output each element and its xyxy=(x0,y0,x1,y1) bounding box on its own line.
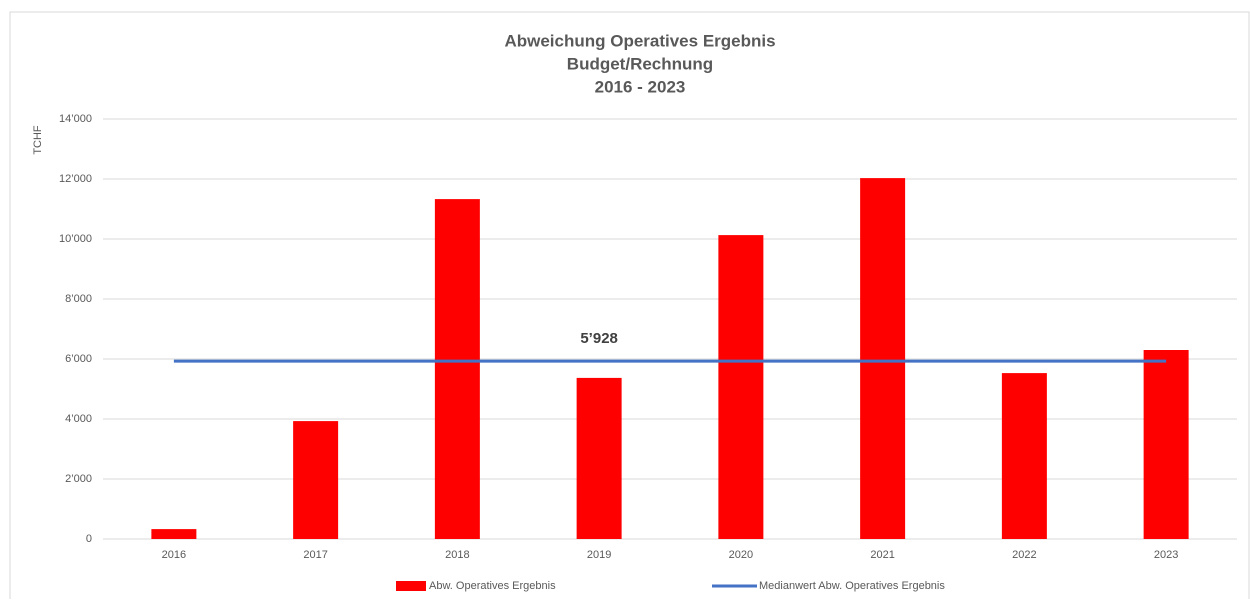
bar xyxy=(860,178,906,539)
x-tick-label: 2020 xyxy=(729,549,753,561)
x-tick-label: 2016 xyxy=(162,549,186,561)
chart-frame xyxy=(9,11,1250,604)
bar xyxy=(718,235,764,539)
x-tick-label: 2017 xyxy=(303,549,327,561)
x-tick-label: 2018 xyxy=(445,549,469,561)
bar xyxy=(293,421,339,539)
legend-label: Medianwert Abw. Operatives Ergebnis xyxy=(759,580,945,592)
legend-swatch xyxy=(396,581,426,591)
chart-title: 2016 - 2023 xyxy=(595,77,686,96)
bar xyxy=(151,529,197,539)
bar xyxy=(576,377,622,539)
bar xyxy=(1001,373,1047,539)
y-tick-label: 4’000 xyxy=(65,413,92,425)
chart-title: Abweichung Operatives Ergebnis xyxy=(504,31,775,50)
x-tick-label: 2019 xyxy=(587,549,611,561)
y-axis-label: TCHF xyxy=(32,125,44,155)
y-tick-label: 6’000 xyxy=(65,353,92,365)
x-tick-label: 2023 xyxy=(1154,549,1178,561)
bar xyxy=(434,199,480,539)
bar xyxy=(1143,350,1189,539)
data-label: 5’928 xyxy=(580,330,618,347)
y-tick-label: 12’000 xyxy=(59,173,92,185)
y-tick-label: 8’000 xyxy=(65,293,92,305)
chart-title: Budget/Rechnung xyxy=(567,54,713,73)
x-tick-label: 2021 xyxy=(870,549,894,561)
y-tick-label: 2’000 xyxy=(65,473,92,485)
y-tick-label: 14’000 xyxy=(59,113,92,125)
y-tick-label: 0 xyxy=(86,533,92,545)
y-tick-label: 10’000 xyxy=(59,233,92,245)
legend-label: Abw. Operatives Ergebnis xyxy=(429,580,556,592)
x-tick-label: 2022 xyxy=(1012,549,1036,561)
